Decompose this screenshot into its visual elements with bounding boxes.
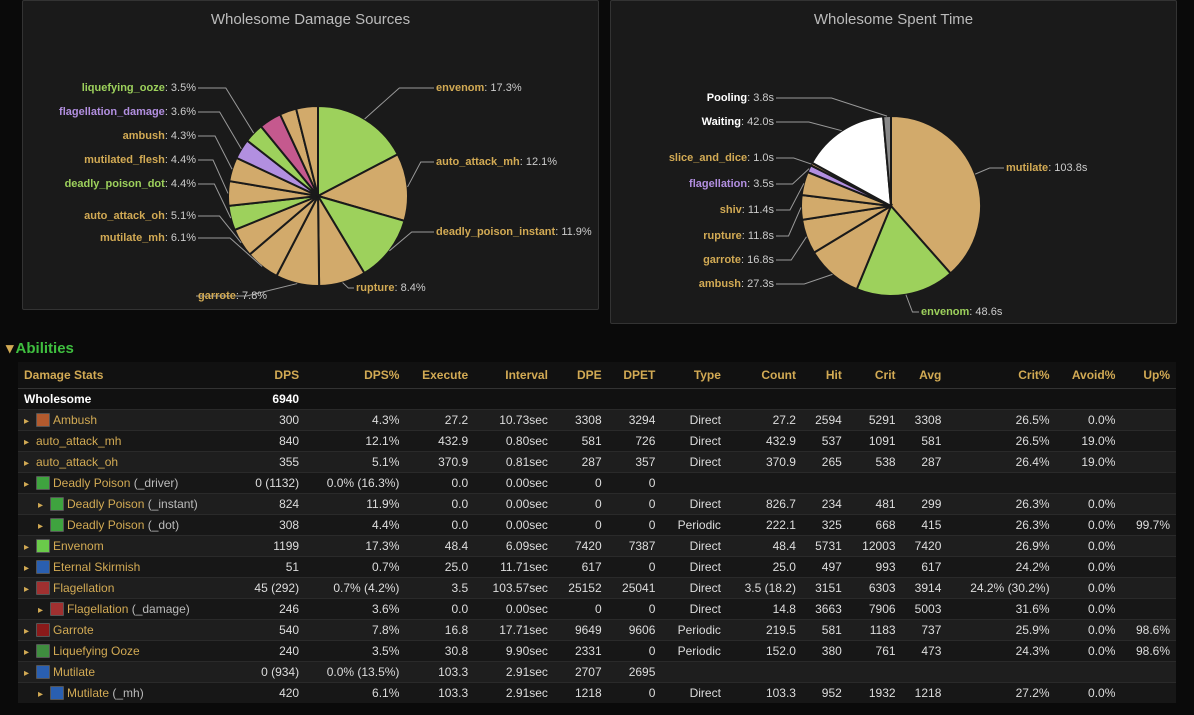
ability-icon bbox=[36, 413, 50, 427]
chart-label: liquefying_ooze: 3.5% bbox=[82, 82, 196, 94]
expand-icon[interactable]: ▸ bbox=[24, 542, 34, 553]
expand-icon[interactable]: ▸ bbox=[24, 584, 34, 595]
table-row[interactable]: ▸Flagellation (_damage)2463.6%0.00.00sec… bbox=[18, 599, 1176, 620]
expand-icon[interactable]: ▸ bbox=[38, 521, 48, 532]
table-row[interactable]: ▸Mutilate0 (934)0.0% (13.5%)103.32.91sec… bbox=[18, 662, 1176, 683]
column-header[interactable]: Interval bbox=[474, 362, 554, 389]
ability-icon bbox=[50, 518, 64, 532]
expand-icon[interactable]: ▸ bbox=[38, 689, 48, 700]
ability-icon bbox=[36, 665, 50, 679]
ability-icon bbox=[36, 581, 50, 595]
column-header[interactable]: Hit bbox=[802, 362, 848, 389]
chart-label: envenom: 48.6s bbox=[921, 306, 1002, 318]
column-header[interactable]: Avoid% bbox=[1056, 362, 1122, 389]
chart-label: rupture: 8.4% bbox=[356, 282, 426, 294]
spent-time-panel: Wholesome Spent Time mutilate: 103.8senv… bbox=[610, 0, 1177, 324]
chart-label: envenom: 17.3% bbox=[436, 82, 522, 94]
table-row[interactable]: ▸Garrote5407.8%16.817.71sec96499606Perio… bbox=[18, 620, 1176, 641]
chart-label: ambush: 4.3% bbox=[123, 130, 196, 142]
spent-time-chart: mutilate: 103.8senvenom: 48.6sambush: 27… bbox=[611, 36, 1176, 306]
column-header[interactable]: Count bbox=[727, 362, 802, 389]
expand-icon[interactable]: ▸ bbox=[38, 605, 48, 616]
collapse-icon[interactable]: ▾ bbox=[6, 340, 14, 357]
column-header[interactable]: Execute bbox=[405, 362, 474, 389]
expand-icon[interactable]: ▸ bbox=[24, 437, 34, 448]
chart-label: rupture: 11.8s bbox=[703, 230, 774, 242]
table-row[interactable]: ▸Envenom119917.3%48.46.09sec74207387Dire… bbox=[18, 536, 1176, 557]
table-row[interactable]: ▸Deadly Poison (_dot)3084.4%0.00.00sec00… bbox=[18, 515, 1176, 536]
chart-label: Pooling: 3.8s bbox=[707, 92, 774, 104]
column-header[interactable]: Crit% bbox=[947, 362, 1055, 389]
chart-label: auto_attack_mh: 12.1% bbox=[436, 156, 557, 168]
ability-icon bbox=[50, 602, 64, 616]
chart-label: garrote: 16.8s bbox=[703, 254, 774, 266]
chart-label: flagellation_damage: 3.6% bbox=[59, 106, 196, 118]
chart-label: slice_and_dice: 1.0s bbox=[669, 152, 774, 164]
table-row[interactable]: ▸Liquefying Ooze2403.5%30.89.90sec23310P… bbox=[18, 641, 1176, 662]
column-header[interactable]: Avg bbox=[902, 362, 948, 389]
table-row[interactable]: ▸auto_attack_oh3555.1%370.90.81sec287357… bbox=[18, 452, 1176, 473]
column-header[interactable]: DPET bbox=[608, 362, 662, 389]
expand-icon[interactable]: ▸ bbox=[38, 500, 48, 511]
table-row[interactable]: ▸Deadly Poison (_driver)0 (1132)0.0% (16… bbox=[18, 473, 1176, 494]
table-row-summary: Wholesome6940 bbox=[18, 389, 1176, 410]
expand-icon[interactable]: ▸ bbox=[24, 647, 34, 658]
chart-label: deadly_poison_instant: 11.9% bbox=[436, 226, 592, 238]
ability-icon bbox=[36, 560, 50, 574]
expand-icon[interactable]: ▸ bbox=[24, 479, 34, 490]
ability-icon bbox=[36, 623, 50, 637]
table-row[interactable]: ▸auto_attack_mh84012.1%432.90.80sec58172… bbox=[18, 431, 1176, 452]
table-row[interactable]: ▸Mutilate (_mh)4206.1%103.32.91sec12180D… bbox=[18, 683, 1176, 704]
expand-icon[interactable]: ▸ bbox=[24, 458, 34, 469]
chart-label: shiv: 11.4s bbox=[720, 204, 774, 216]
expand-icon[interactable]: ▸ bbox=[24, 668, 34, 679]
chart-label: Waiting: 42.0s bbox=[702, 116, 774, 128]
column-header[interactable]: Crit bbox=[848, 362, 902, 389]
damage-stats-table: Damage StatsDPSDPS%ExecuteIntervalDPEDPE… bbox=[18, 362, 1176, 703]
table-row[interactable]: ▸Ambush3004.3%27.210.73sec33083294Direct… bbox=[18, 410, 1176, 431]
chart-label: flagellation: 3.5s bbox=[689, 178, 774, 190]
column-header[interactable]: Up% bbox=[1121, 362, 1176, 389]
expand-icon[interactable]: ▸ bbox=[24, 563, 34, 574]
spent-time-title: Wholesome Spent Time bbox=[611, 1, 1176, 36]
chart-label: ambush: 27.3s bbox=[699, 278, 774, 290]
column-header[interactable]: Type bbox=[661, 362, 727, 389]
abilities-section-header[interactable]: ▾Abilities bbox=[6, 339, 74, 357]
ability-icon bbox=[36, 539, 50, 553]
table-row[interactable]: ▸Flagellation45 (292)0.7% (4.2%)3.5103.5… bbox=[18, 578, 1176, 599]
ability-icon bbox=[36, 644, 50, 658]
column-header[interactable]: Damage Stats bbox=[18, 362, 238, 389]
ability-icon bbox=[36, 476, 50, 490]
chart-label: mutilate_mh: 6.1% bbox=[100, 232, 196, 244]
chart-label: mutilated_flesh: 4.4% bbox=[84, 154, 196, 166]
column-header[interactable]: DPS% bbox=[305, 362, 405, 389]
damage-sources-panel: Wholesome Damage Sources envenom: 17.3% a… bbox=[22, 0, 599, 310]
table-row[interactable]: ▸Eternal Skirmish510.7%25.011.71sec6170D… bbox=[18, 557, 1176, 578]
chart-label: mutilate: 103.8s bbox=[1006, 162, 1087, 174]
damage-sources-title: Wholesome Damage Sources bbox=[23, 1, 598, 36]
ability-icon bbox=[50, 497, 64, 511]
table-row[interactable]: ▸Deadly Poison (_instant)82411.9%0.00.00… bbox=[18, 494, 1176, 515]
expand-icon[interactable]: ▸ bbox=[24, 416, 34, 427]
chart-label: garrote: 7.8% bbox=[198, 290, 267, 302]
column-header[interactable]: DPS bbox=[238, 362, 305, 389]
expand-icon[interactable]: ▸ bbox=[24, 626, 34, 637]
damage-sources-chart: envenom: 17.3% auto_attack_mh: 12.1% deadl… bbox=[23, 36, 598, 306]
ability-icon bbox=[50, 686, 64, 700]
chart-label: deadly_poison_dot: 4.4% bbox=[65, 178, 196, 190]
column-header[interactable]: DPE bbox=[554, 362, 608, 389]
chart-label: auto_attack_oh: 5.1% bbox=[84, 210, 196, 222]
